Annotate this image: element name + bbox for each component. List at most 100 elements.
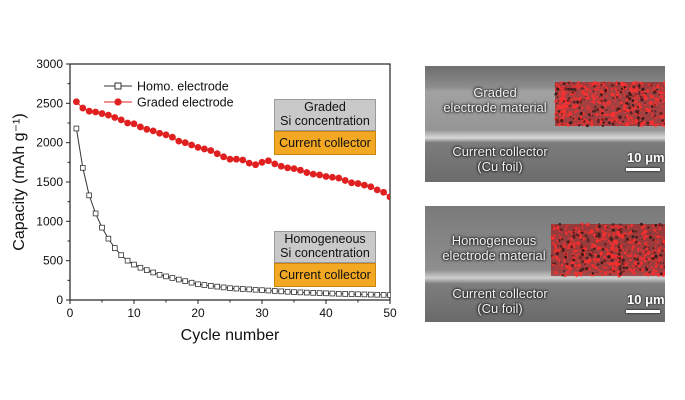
sem-homogeneous-texture bbox=[425, 206, 665, 322]
data-point bbox=[271, 288, 278, 294]
graded-material-label: Graded electrode material bbox=[425, 85, 565, 115]
data-point bbox=[86, 192, 93, 199]
x-tick-label: 10 bbox=[127, 306, 141, 320]
data-point bbox=[226, 155, 234, 163]
data-point bbox=[182, 278, 189, 284]
data-point bbox=[284, 288, 291, 295]
data-point bbox=[112, 245, 118, 251]
homogeneous-scale-label: 10 μm bbox=[627, 292, 665, 307]
data-point bbox=[220, 284, 227, 291]
data-point bbox=[137, 123, 144, 131]
data-point bbox=[188, 141, 196, 149]
data-point bbox=[361, 181, 368, 189]
inset-graded-middle: Si concentration bbox=[280, 114, 370, 128]
data-point bbox=[156, 129, 164, 137]
data-point bbox=[303, 289, 310, 296]
data-point bbox=[105, 235, 112, 242]
legend-label-1: Graded electrode bbox=[137, 96, 234, 110]
data-point bbox=[131, 261, 137, 268]
data-point bbox=[239, 286, 246, 292]
data-point bbox=[143, 125, 151, 133]
y-tick-label: 0 bbox=[56, 293, 63, 307]
legend-label-0: Homo. electrode bbox=[137, 80, 229, 94]
x-tick-label: 40 bbox=[319, 306, 333, 320]
graded-collector-line1: Current collector bbox=[452, 144, 548, 159]
data-point bbox=[214, 283, 221, 290]
homogeneous-collector-label: Current collector (Cu foil) bbox=[425, 286, 575, 316]
data-point bbox=[73, 125, 80, 132]
data-point bbox=[374, 291, 380, 298]
data-point bbox=[207, 147, 215, 154]
data-point bbox=[111, 114, 119, 121]
y-tick-label: 2000 bbox=[36, 136, 63, 150]
data-point bbox=[245, 159, 253, 167]
data-point bbox=[367, 183, 375, 191]
homogeneous-collector-line2: (Cu foil) bbox=[477, 301, 523, 316]
data-point bbox=[252, 286, 259, 293]
data-point bbox=[85, 107, 93, 115]
data-point bbox=[367, 291, 374, 298]
data-point bbox=[329, 290, 336, 297]
data-point bbox=[105, 111, 112, 119]
graded-collector-label: Current collector (Cu foil) bbox=[425, 144, 575, 174]
data-point bbox=[233, 155, 240, 163]
data-point bbox=[258, 158, 266, 166]
data-point bbox=[124, 257, 131, 264]
data-point bbox=[361, 291, 368, 298]
si-map-graded bbox=[554, 80, 665, 128]
data-point bbox=[342, 291, 348, 297]
data-point bbox=[188, 279, 195, 286]
inset-homogeneous-middle: Si concentration bbox=[280, 246, 370, 260]
x-tick-label: 30 bbox=[255, 306, 269, 320]
data-point bbox=[194, 143, 202, 151]
data-point bbox=[354, 180, 362, 187]
data-point bbox=[80, 165, 86, 171]
graded-scale-label: 10 μm bbox=[627, 150, 665, 165]
data-point bbox=[290, 165, 298, 173]
legend-marker-1 bbox=[114, 98, 122, 106]
data-point bbox=[79, 104, 87, 112]
series-layer bbox=[73, 98, 390, 298]
data-point bbox=[156, 272, 163, 278]
data-point bbox=[195, 281, 201, 288]
inset-homogeneous-collector-label: Current collector bbox=[279, 268, 371, 282]
data-point bbox=[335, 290, 342, 297]
si-map-homogeneous bbox=[550, 222, 665, 278]
sem-image-graded: Graded electrode material Current collec… bbox=[425, 66, 665, 182]
y-tick-label: 1000 bbox=[36, 214, 63, 228]
data-point bbox=[175, 137, 183, 145]
y-tick-label: 500 bbox=[43, 254, 63, 268]
data-point bbox=[162, 131, 170, 139]
data-point bbox=[259, 287, 265, 293]
graded-material-line1: Graded bbox=[473, 85, 517, 100]
legend-marker-0 bbox=[114, 82, 122, 90]
data-point bbox=[233, 285, 240, 292]
data-point bbox=[169, 275, 176, 281]
data-point bbox=[175, 276, 182, 283]
data-point bbox=[213, 150, 221, 158]
data-point bbox=[309, 170, 317, 178]
legend: Homo. electrode Graded electrode bbox=[104, 80, 234, 110]
data-point bbox=[373, 186, 381, 194]
data-point bbox=[291, 289, 297, 295]
data-point bbox=[207, 283, 214, 289]
data-point bbox=[252, 161, 259, 169]
data-point bbox=[297, 166, 304, 174]
homogeneous-material-label: Homogeneous electrode material bbox=[425, 233, 563, 263]
graded-scale-bar bbox=[626, 168, 660, 171]
data-point bbox=[284, 164, 291, 172]
x-axis-label: Cycle number bbox=[181, 327, 280, 344]
data-point bbox=[181, 139, 189, 147]
data-point bbox=[201, 282, 208, 288]
graded-material-line2: electrode material bbox=[443, 100, 547, 115]
data-point bbox=[150, 269, 157, 276]
data-point bbox=[335, 174, 343, 182]
data-point bbox=[386, 193, 390, 201]
x-tick-label: 20 bbox=[191, 306, 205, 320]
data-point bbox=[310, 290, 316, 296]
y-axis-label: Capacity (mAh g⁻¹) bbox=[11, 113, 28, 250]
x-tick-label: 0 bbox=[67, 306, 74, 320]
data-point bbox=[130, 120, 138, 128]
x-tick-label: 50 bbox=[383, 306, 397, 320]
